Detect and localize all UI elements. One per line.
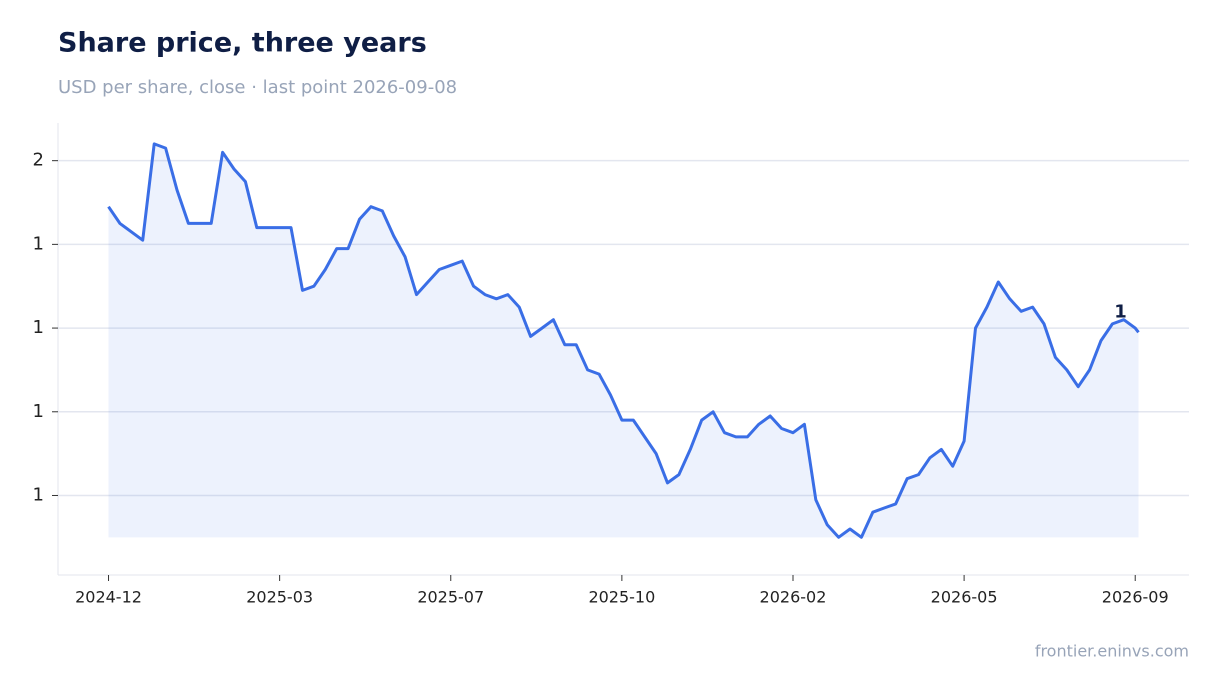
chart-title: Share price, three years bbox=[58, 28, 427, 59]
y-tick-label: 1 bbox=[33, 317, 44, 338]
y-tick-label: 1 bbox=[33, 233, 44, 254]
x-tick-label: 2026-02 bbox=[760, 588, 827, 607]
x-tick-label: 2025-10 bbox=[588, 588, 655, 607]
y-tick-label: 1 bbox=[33, 401, 44, 422]
chart-subtitle: USD per share, close · last point 2026-0… bbox=[58, 77, 457, 98]
area bbox=[108, 143, 1139, 538]
value-label: 1 bbox=[1114, 301, 1127, 322]
x-tick-label: 2025-03 bbox=[246, 588, 313, 607]
source: frontier.eninvs.com bbox=[1035, 642, 1189, 661]
y-tick-label: 2 bbox=[33, 150, 44, 171]
line bbox=[107, 142, 1140, 539]
x-tick-label: 2024-12 bbox=[75, 588, 142, 607]
x-tick-label: 2025-07 bbox=[417, 588, 484, 607]
y-tick-label: 1 bbox=[33, 484, 44, 505]
x-tick-label: 2026-09 bbox=[1102, 588, 1169, 607]
x-tick-label: 2026-05 bbox=[931, 588, 998, 607]
